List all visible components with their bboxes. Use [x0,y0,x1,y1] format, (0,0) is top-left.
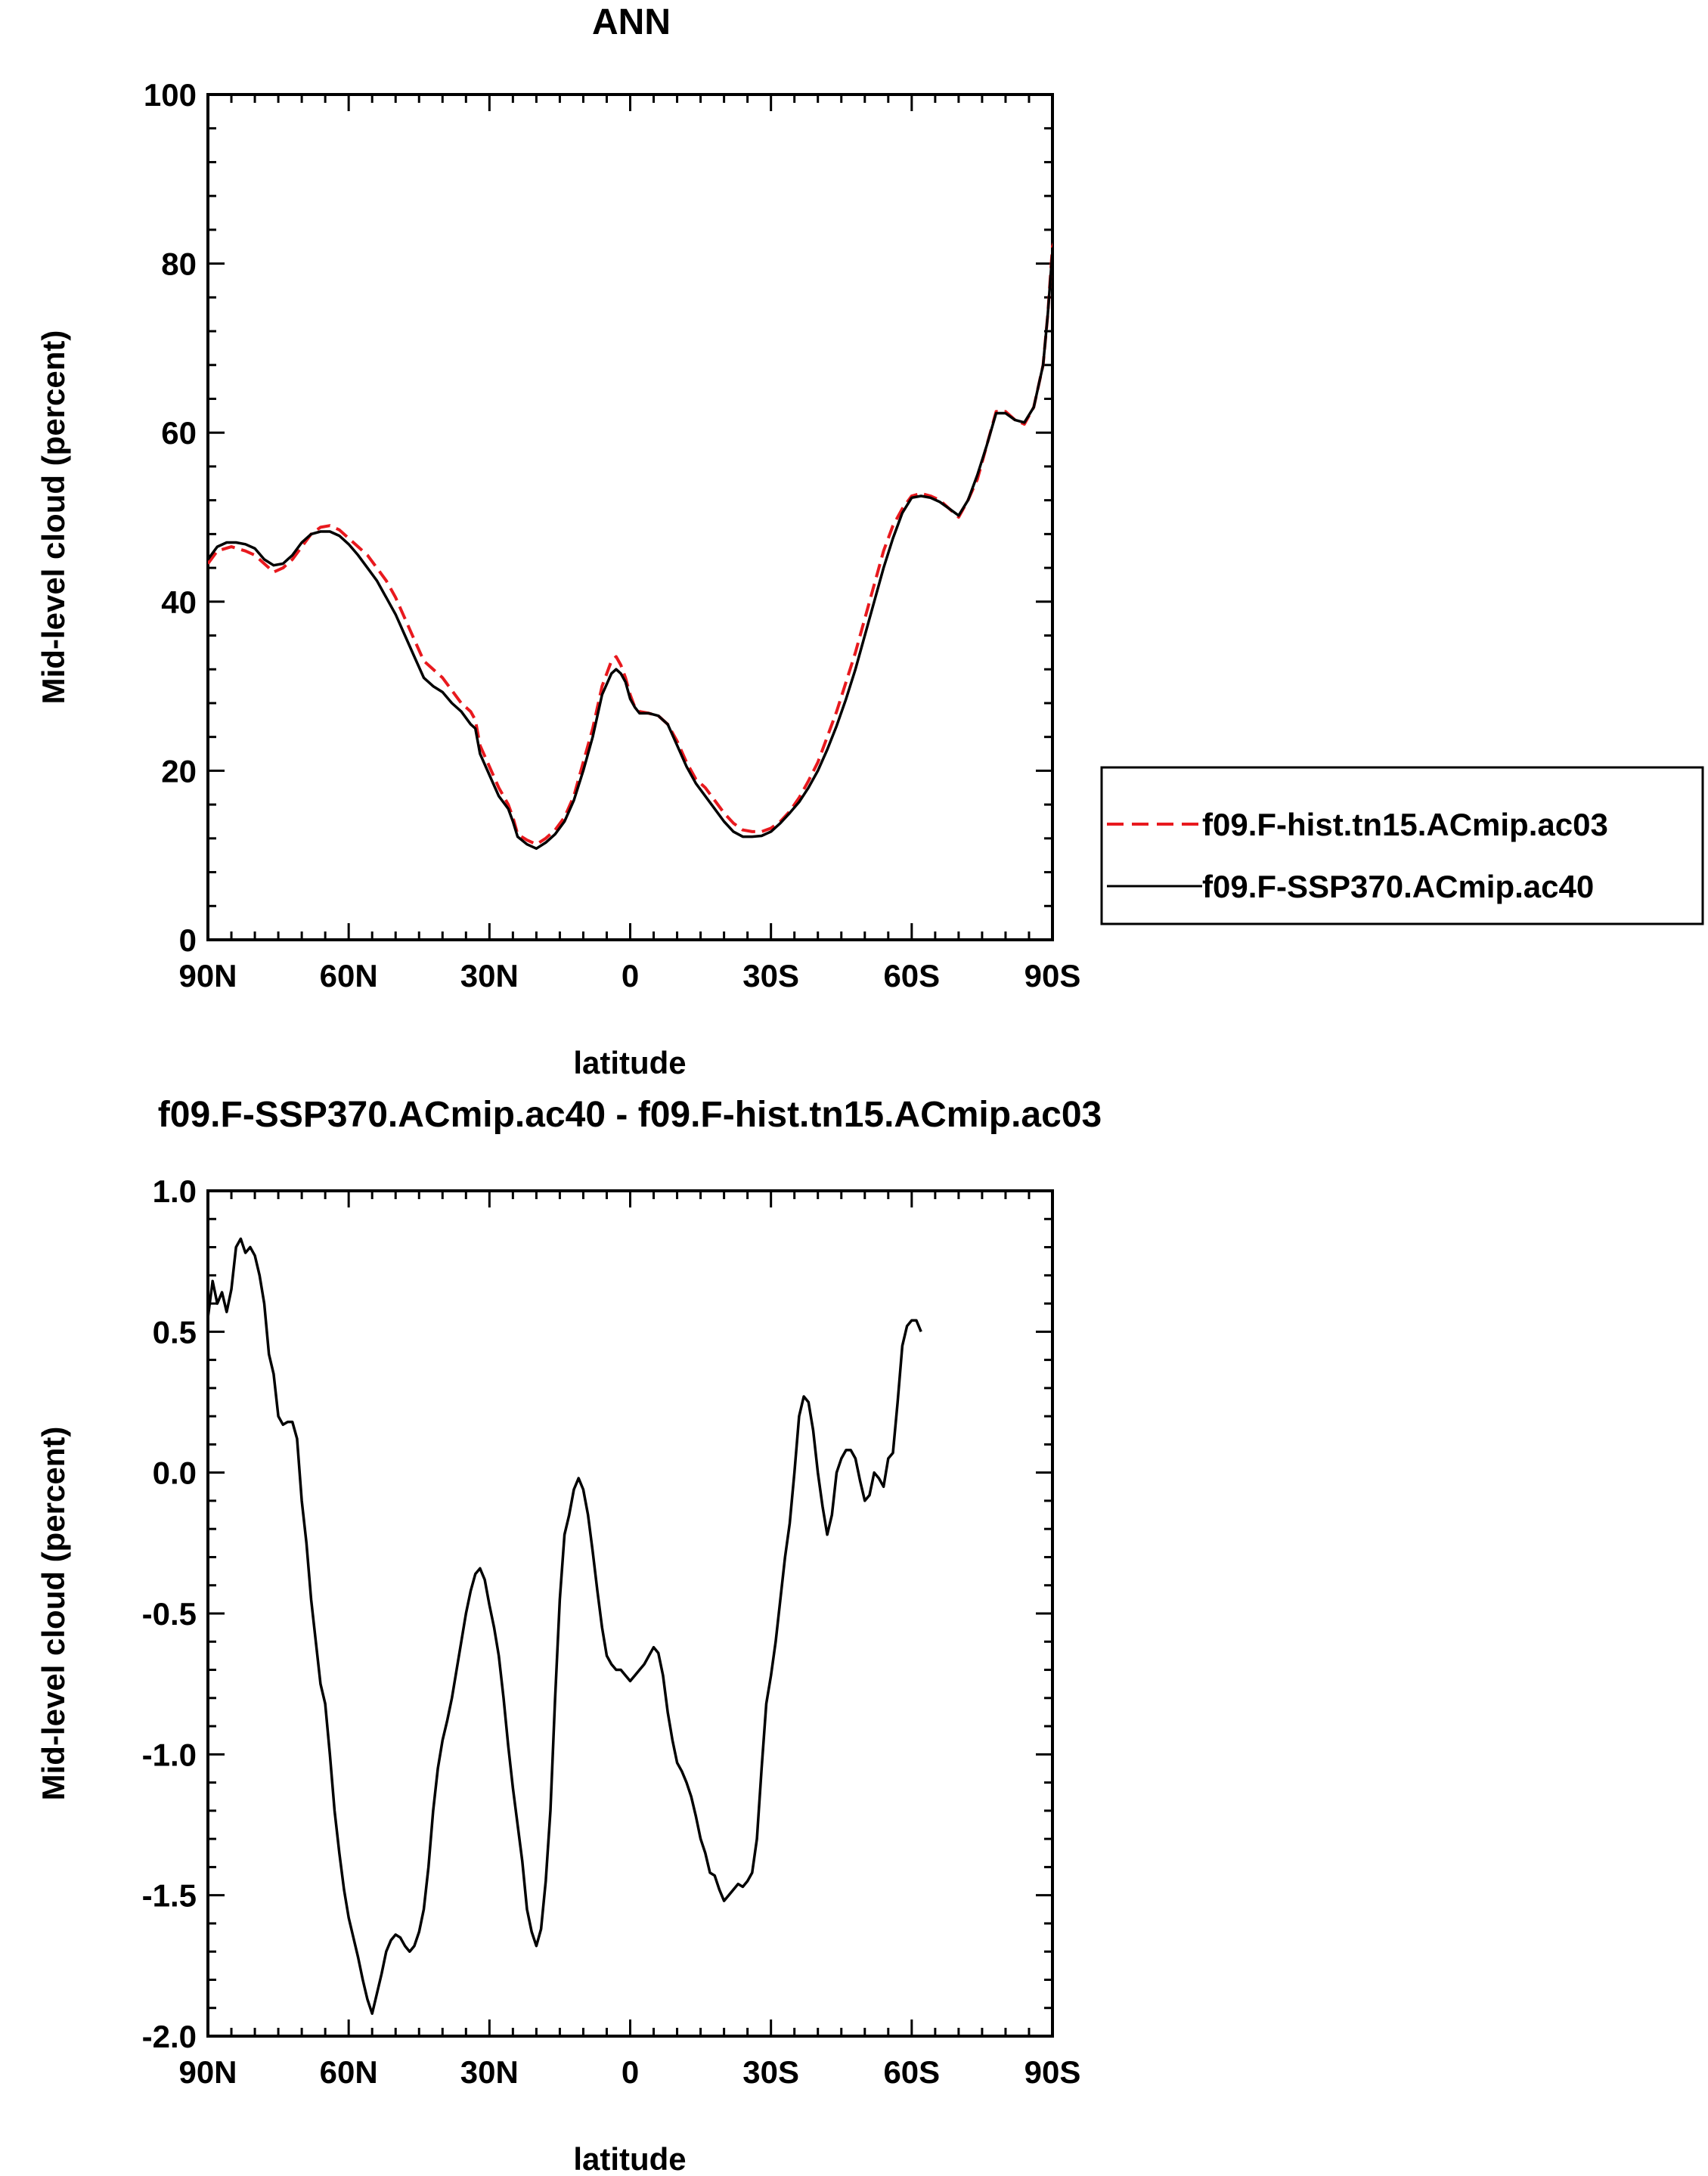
chart-title: ANN [592,2,671,42]
y-tick-label: -2.0 [142,2019,197,2054]
series-group [208,242,1052,851]
y-tick-label: 0.5 [153,1314,197,1350]
y-tick-label: 0 [179,922,197,958]
x-tick-label: 90S [1024,2054,1081,2090]
y-tick-label: 20 [161,753,197,789]
panel-annual-mean: ANN 90N 60N 30N 0 30S 60S 90S 0 20 40 60 80 100 lat… [36,2,1704,1080]
x-tick-label: 30S [742,958,799,993]
series-line-f09-f-ssp370-acmip-ac40 [208,246,1052,851]
y-tick-label: -0.5 [142,1596,197,1632]
x-ticks: 90N 60N 30N 0 30S 60S 90S [178,1191,1080,2090]
x-tick-label: 0 [622,2054,639,2090]
series-line-difference [208,1237,922,2015]
x-tick-label: 60N [320,2054,378,2090]
y-tick-label: -1.0 [142,1737,197,1772]
x-axis-label: latitude [573,1045,686,1080]
x-tick-label: 30N [460,958,519,993]
series-group [208,1237,922,2015]
legend-box [1100,766,1704,925]
y-tick-label: 0.0 [153,1455,197,1491]
axes-bottom [206,1189,1054,2038]
panel-difference: f09.F-SSP370.ACmip.ac40 - f09.F-hist.tn1… [36,1095,1102,2176]
plot-frame [206,93,1054,941]
y-tick-label: 80 [161,246,197,282]
series-line-f09-f-hist-tn15-acmip-ac03 [208,242,1052,846]
y-ticks: 1.0 0.5 0.0 -0.5 -1.0 -1.5 -2.0 [142,1173,1052,2054]
y-axis-label: Mid-level cloud (percent) [36,1427,71,1801]
legend-label-ssp370: f09.F-SSP370.ACmip.ac40 [1202,869,1594,904]
y-ticks: 0 20 40 60 80 100 [144,77,1052,958]
y-tick-label: 100 [144,77,197,113]
y-tick-label: 40 [161,584,197,620]
x-tick-label: 30N [460,2054,519,2090]
legend-label-hist: f09.F-hist.tn15.ACmip.ac03 [1202,807,1608,842]
x-tick-label: 60S [883,2054,940,2090]
chart-title: f09.F-SSP370.ACmip.ac40 - f09.F-hist.tn1… [158,1095,1102,1135]
x-tick-label: 90N [178,958,237,993]
x-tick-label: 60N [320,958,378,993]
x-tick-label: 90S [1024,958,1081,993]
x-tick-label: 0 [622,958,639,993]
axes-top [206,93,1054,941]
x-tick-label: 30S [742,2054,799,2090]
y-tick-label: 1.0 [153,1173,197,1209]
y-axis-label: Mid-level cloud (percent) [36,330,71,705]
legend: f09.F-hist.tn15.ACmip.ac03 f09.F-SSP370.… [1100,766,1704,925]
y-tick-label: -1.5 [142,1878,197,1914]
x-tick-label: 60S [883,958,940,993]
x-tick-label: 90N [178,2054,237,2090]
y-tick-label: 60 [161,415,197,451]
x-axis-label: latitude [573,2141,686,2176]
x-ticks: 90N 60N 30N 0 30S 60S 90S [178,95,1080,993]
plot-frame [206,1189,1054,2038]
